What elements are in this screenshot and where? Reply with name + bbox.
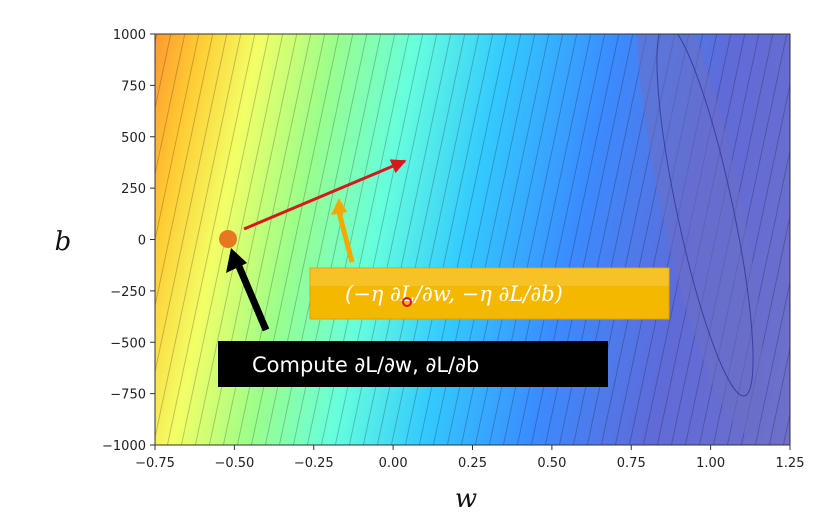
x-tick-label: −0.25 xyxy=(294,456,334,471)
compute-annotation-text: Compute ∂L/∂w, ∂L/∂b xyxy=(252,353,479,377)
x-tick-label: 0.50 xyxy=(537,456,566,471)
contour-line xyxy=(155,34,186,445)
x-tick-label: 0.25 xyxy=(458,456,487,471)
x-axis-label: w xyxy=(455,484,477,514)
y-tick-label: −500 xyxy=(110,336,146,351)
gradient-annotation-box: (−η ∂L/∂w, −η ∂L/∂b) xyxy=(309,267,670,320)
y-axis-ticks: 1000 750 500 250 0 −250 −500 −750 −1000 xyxy=(102,28,155,454)
update-step-arrow xyxy=(243,159,407,231)
contour-line xyxy=(754,34,790,445)
y-tick-label: 250 xyxy=(121,182,146,197)
x-tick-label: −0.50 xyxy=(214,456,254,471)
y-tick-label: 500 xyxy=(121,131,146,146)
basin-region xyxy=(636,34,764,435)
y-tick-label: −250 xyxy=(110,285,146,300)
x-tick-label: −0.75 xyxy=(135,456,175,471)
y-tick-label: 0 xyxy=(138,234,146,249)
compute-arrow xyxy=(226,248,270,332)
y-tick-label: −1000 xyxy=(102,439,146,454)
x-tick-label: 0.75 xyxy=(617,456,646,471)
contour-line xyxy=(166,34,256,445)
compute-annotation-box: Compute ∂L/∂w, ∂L/∂b xyxy=(218,341,608,387)
contour-line xyxy=(155,34,172,445)
current-point xyxy=(219,230,237,248)
cursor-marker xyxy=(402,297,412,307)
gradient-arrow xyxy=(331,198,355,263)
x-tick-label: 0.00 xyxy=(379,456,408,471)
x-axis-ticks: −0.75 −0.50 −0.25 0.00 0.25 0.50 0.75 1.00 1.25 xyxy=(135,445,804,471)
contour-line xyxy=(155,34,214,445)
plot-area xyxy=(0,34,790,445)
contour-line xyxy=(155,34,242,445)
y-tick-label: 1000 xyxy=(113,28,146,43)
min-contour xyxy=(656,34,754,397)
y-axis-label: b xyxy=(55,227,72,257)
x-tick-label: 1.00 xyxy=(696,456,725,471)
gradient-annotation-text: (−η ∂L/∂w, −η ∂L/∂b) xyxy=(345,282,563,306)
contour-line xyxy=(782,34,790,445)
y-tick-label: −750 xyxy=(110,388,146,403)
contour-line xyxy=(194,34,284,445)
contour-line xyxy=(768,34,790,445)
x-tick-label: 1.25 xyxy=(776,456,805,471)
contour-line xyxy=(155,34,228,445)
contour-line xyxy=(0,34,87,445)
y-tick-label: 750 xyxy=(121,79,146,94)
